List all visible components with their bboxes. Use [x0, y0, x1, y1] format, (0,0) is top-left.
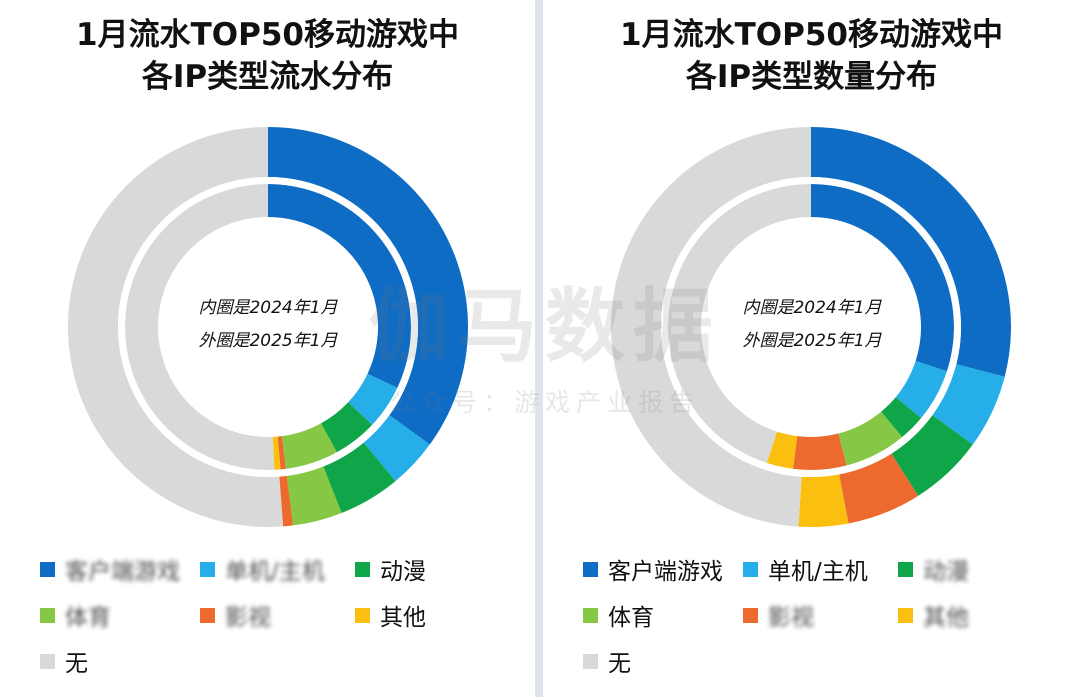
chart-panel-revenue: 1月流水TOP50移动游戏中 各IP类型流水分布 内圈是2024年1月 外圈是2… — [0, 0, 535, 697]
legend-label: 无 — [608, 651, 631, 677]
slice-outer-2 — [323, 442, 396, 513]
legend-swatch — [40, 607, 55, 623]
slice-outer-1 — [932, 364, 1005, 445]
legend-swatch — [743, 607, 758, 623]
legend-item: 其他 — [898, 598, 969, 632]
legend-label: 单机/主机 — [768, 559, 868, 585]
donut-chart-revenue — [67, 127, 469, 527]
legend-swatch — [583, 653, 598, 669]
slice-inner-0 — [811, 184, 954, 372]
center-caption-line-2: 外圈是2025年1月 — [742, 331, 882, 351]
slice-inner-4 — [793, 433, 847, 470]
legend-item: 客户端游戏 — [583, 552, 723, 586]
slice-outer-0 — [268, 127, 469, 445]
title-line-2: 各IP类型数量分布 — [685, 59, 938, 95]
slice-outer-0 — [811, 127, 1011, 377]
legend-label: 单机/主机 — [225, 559, 325, 585]
title-line-1: 1月流水TOP50移动游戏中 — [76, 17, 459, 53]
legend-swatch — [200, 607, 215, 623]
donut-chart-count — [611, 127, 1011, 527]
legend-item: 影视 — [200, 598, 271, 632]
legend-label: 其他 — [923, 605, 969, 631]
center-caption: 内圈是2024年1月 外圈是2025年1月 — [692, 292, 932, 358]
slice-inner-3 — [838, 411, 903, 466]
legend-label: 体育 — [608, 605, 654, 631]
legend-label: 动漫 — [380, 559, 426, 585]
legend-item: 其他 — [355, 598, 426, 632]
slice-outer-6 — [611, 127, 811, 527]
center-caption-line-1: 内圈是2024年1月 — [198, 298, 338, 318]
legend-item: 动漫 — [355, 552, 426, 586]
legend-label: 动漫 — [923, 559, 969, 585]
slice-inner-5 — [272, 436, 281, 470]
title-line-1: 1月流水TOP50移动游戏中 — [620, 17, 1003, 53]
slice-inner-0 — [268, 184, 412, 388]
chart-title: 1月流水TOP50移动游戏中 各IP类型流水分布 — [0, 14, 535, 98]
slice-inner-3 — [281, 423, 337, 469]
legend-label: 客户端游戏 — [65, 559, 180, 585]
slice-inner-1 — [895, 360, 948, 419]
slice-outer-4 — [839, 453, 919, 524]
slice-outer-3 — [286, 466, 342, 526]
slice-inner-5 — [766, 431, 798, 469]
legend-item: 客户端游戏 — [40, 552, 180, 586]
legend-item: 无 — [583, 644, 631, 678]
legend-label: 无 — [65, 651, 88, 677]
legend-swatch — [583, 607, 598, 623]
legend-swatch — [355, 607, 370, 623]
legend-item: 单机/主机 — [743, 552, 868, 586]
center-caption: 内圈是2024年1月 外圈是2025年1月 — [148, 292, 388, 358]
legend-item: 无 — [40, 644, 88, 678]
legend-swatch — [898, 561, 913, 577]
slice-inner-2 — [881, 397, 922, 438]
legend-item: 体育 — [583, 598, 654, 632]
title-line-2: 各IP类型流水分布 — [141, 59, 394, 95]
legend-label: 其他 — [380, 605, 426, 631]
legend-label: 体育 — [65, 605, 111, 631]
legend-item: 体育 — [40, 598, 111, 632]
chart-panel-count: 1月流水TOP50移动游戏中 各IP类型数量分布 内圈是2024年1月 外圈是2… — [543, 0, 1080, 697]
slice-inner-1 — [348, 373, 398, 425]
legend-swatch — [40, 653, 55, 669]
slice-outer-6 — [67, 127, 284, 527]
center-caption-line-1: 内圈是2024年1月 — [742, 298, 882, 318]
legend-label: 影视 — [768, 605, 814, 631]
legend-swatch — [40, 561, 55, 577]
slice-inner-6 — [125, 184, 275, 470]
legend-label: 客户端游戏 — [608, 559, 723, 585]
legend-label: 影视 — [225, 605, 271, 631]
slice-outer-5 — [798, 474, 849, 527]
chart-title: 1月流水TOP50移动游戏中 各IP类型数量分布 — [543, 14, 1080, 98]
slice-outer-1 — [363, 415, 430, 482]
legend-swatch — [898, 607, 913, 623]
center-caption-line-2: 外圈是2025年1月 — [198, 331, 338, 351]
ring-separator — [661, 177, 961, 477]
slice-outer-4 — [279, 475, 294, 527]
slice-inner-4 — [277, 436, 286, 470]
legend-swatch — [583, 561, 598, 577]
legend-item: 单机/主机 — [200, 552, 325, 586]
slice-inner-2 — [320, 402, 373, 453]
legend-swatch — [743, 561, 758, 577]
ring-separator — [118, 177, 418, 477]
legend-item: 影视 — [743, 598, 814, 632]
legend-swatch — [200, 561, 215, 577]
slice-outer-2 — [891, 415, 973, 496]
legend-swatch — [355, 561, 370, 577]
legend-item: 动漫 — [898, 552, 969, 586]
slice-inner-6 — [668, 184, 811, 464]
